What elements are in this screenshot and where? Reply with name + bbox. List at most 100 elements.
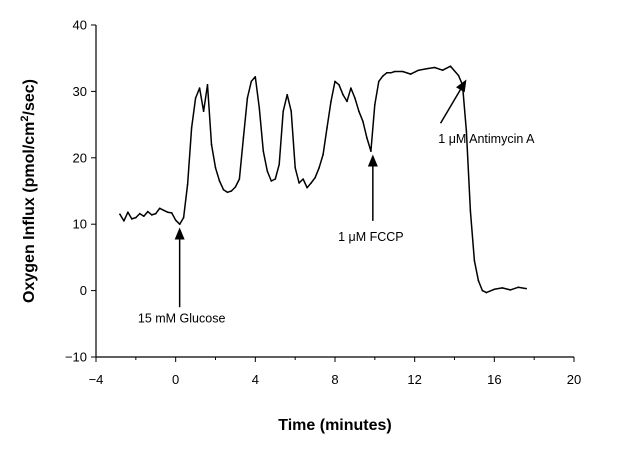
data-point — [234, 186, 237, 188]
data-point — [127, 211, 129, 213]
data-point — [143, 215, 145, 217]
data-point — [294, 167, 297, 169]
data-point — [481, 289, 484, 292]
oxygen-influx-trace — [119, 65, 527, 294]
data-point — [190, 127, 193, 129]
x-tick-label: 16 — [487, 372, 501, 387]
data-point — [166, 211, 169, 213]
data-point — [485, 291, 488, 294]
data-point — [417, 69, 420, 71]
series-group — [119, 65, 527, 294]
data-point — [214, 167, 217, 169]
data-point — [374, 103, 376, 106]
data-point — [226, 191, 229, 194]
data-point — [242, 137, 245, 139]
y-ticks: −10 0 10 20 30 40 — [65, 18, 96, 365]
annotation-arrow-shaft — [439, 89, 461, 124]
data-point — [147, 210, 149, 213]
data-point — [302, 178, 304, 180]
data-point — [457, 74, 460, 77]
data-point — [290, 110, 293, 113]
data-point — [382, 75, 384, 77]
data-point — [346, 100, 348, 103]
data-point — [517, 286, 519, 289]
data-point — [270, 180, 273, 182]
data-point — [246, 97, 249, 99]
data-point — [354, 97, 356, 99]
y-tick-label: 10 — [73, 217, 87, 232]
data-point — [409, 73, 412, 75]
data-point — [509, 289, 512, 291]
data-point — [162, 209, 165, 212]
data-point — [425, 68, 428, 70]
data-point — [218, 180, 221, 182]
data-point — [254, 76, 257, 78]
data-point — [135, 216, 137, 219]
data-point — [477, 279, 480, 282]
data-point — [449, 65, 452, 67]
x-tick-label: 0 — [172, 372, 179, 387]
data-point — [266, 170, 269, 172]
y-tick-label: −10 — [65, 350, 87, 365]
annotation-arrow-head — [367, 154, 378, 167]
data-point — [139, 212, 141, 215]
annotation-label: 15 mM Glucose — [138, 311, 226, 325]
y-tick-label: 20 — [73, 150, 87, 165]
data-point — [119, 213, 121, 215]
data-point — [441, 69, 444, 71]
data-point — [525, 287, 527, 290]
data-point — [342, 93, 344, 96]
data-point — [386, 72, 388, 74]
annotation-arrow-head — [456, 79, 467, 93]
y-axis-label: Oxygen Influx (pmol/cm2/sec) — [19, 79, 38, 303]
data-point — [278, 163, 281, 166]
annotations: 15 mM Glucose 1 μM FCCP 1 μM Antimycin A — [138, 79, 535, 325]
data-point — [338, 84, 340, 86]
data-point — [250, 80, 253, 83]
data-point — [174, 219, 177, 221]
data-point — [182, 216, 185, 219]
data-point — [362, 120, 364, 123]
x-tick-label: 4 — [252, 372, 259, 387]
data-point — [465, 130, 468, 132]
data-point — [286, 93, 289, 96]
data-point — [282, 110, 285, 113]
data-point — [473, 259, 476, 262]
data-point — [326, 127, 328, 129]
y-tick-label: 40 — [73, 18, 87, 33]
y-tick-label: 30 — [73, 84, 87, 99]
data-point — [390, 72, 392, 74]
data-point — [151, 214, 153, 216]
data-point — [178, 223, 181, 225]
data-point — [258, 107, 261, 109]
data-point — [366, 137, 368, 139]
data-point — [206, 84, 209, 86]
y-axis-label-end: /sec) — [21, 79, 38, 115]
x-tick-label: −4 — [89, 372, 104, 387]
annotation-arrow-head — [174, 227, 185, 240]
data-point — [198, 87, 201, 89]
data-point — [262, 150, 265, 152]
data-point — [238, 178, 241, 180]
y-axis-label-main: Oxygen Influx (pmol/cm — [21, 122, 38, 303]
data-point — [330, 100, 332, 103]
y-tick-label: 0 — [80, 283, 87, 298]
data-point — [318, 167, 320, 169]
data-point — [493, 288, 496, 291]
data-point — [469, 210, 472, 212]
data-point — [358, 110, 360, 113]
data-point — [401, 70, 404, 73]
x-axis-label: Time (minutes) — [278, 417, 392, 434]
data-point — [158, 207, 161, 210]
data-point — [310, 182, 312, 184]
x-tick-label: 12 — [407, 372, 421, 387]
data-point — [378, 80, 380, 83]
data-point — [298, 182, 300, 184]
data-point — [222, 188, 225, 191]
data-point — [501, 287, 504, 289]
data-point — [322, 153, 324, 156]
data-point — [202, 110, 205, 113]
data-point — [306, 186, 308, 189]
